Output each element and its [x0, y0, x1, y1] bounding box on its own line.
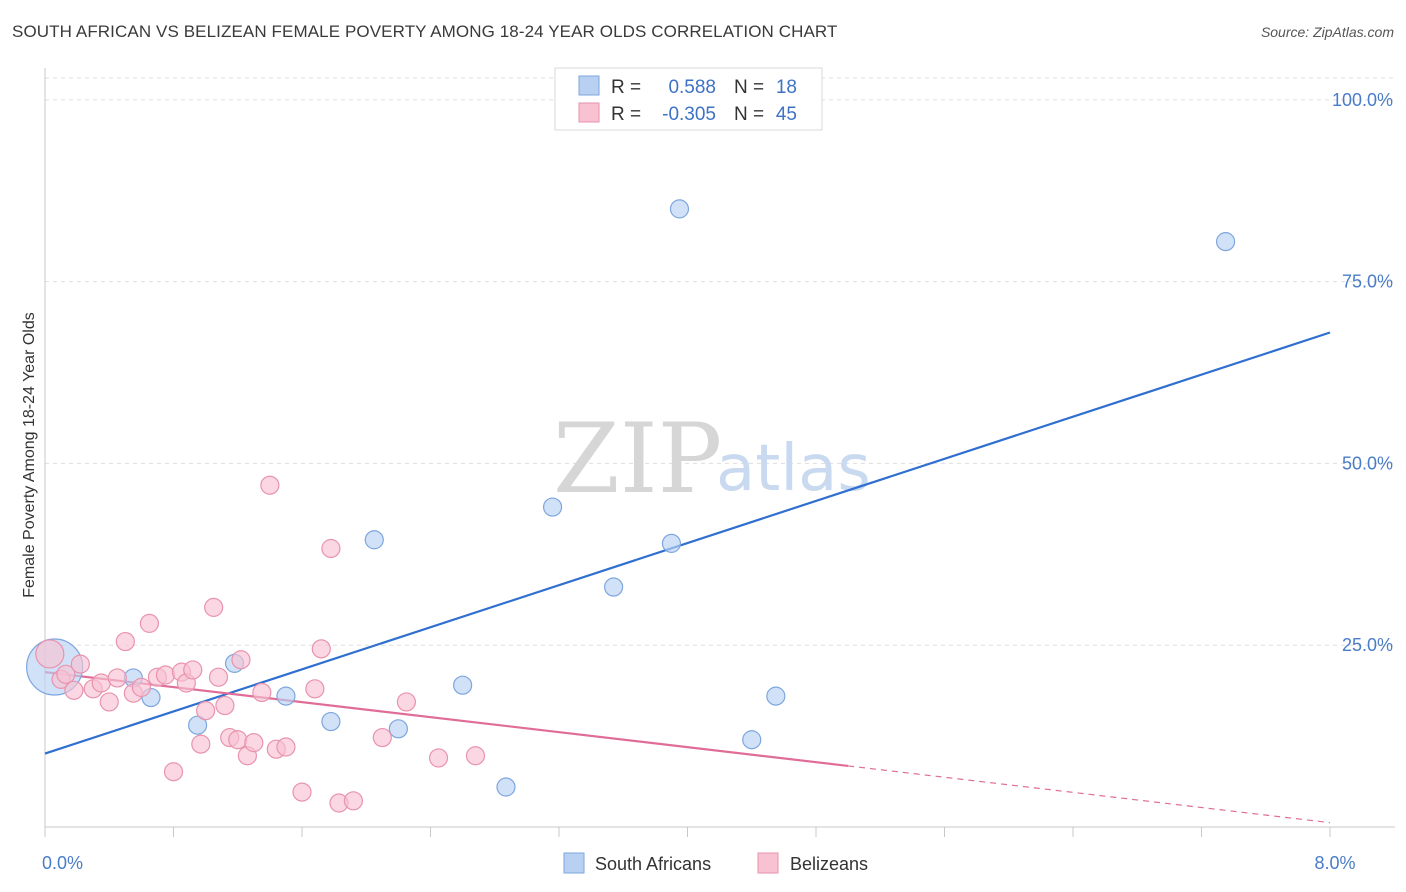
axes	[44, 68, 1395, 837]
point-belizeans-34	[305, 679, 325, 699]
legend-n-value-0: 18	[776, 77, 797, 98]
legend-swatch-south-africans	[578, 75, 600, 96]
point-south-africans-11	[542, 497, 563, 517]
point-south-africans-5	[276, 686, 296, 706]
trend-line-belizeans	[44, 671, 849, 768]
point-belizeans-26	[231, 650, 251, 670]
point-south-africans-13	[661, 533, 682, 553]
x-tick-label-1: 8.0%	[1314, 853, 1355, 873]
point-belizeans-0	[35, 639, 65, 669]
legend-n-value-1: 45	[776, 104, 797, 125]
grid-lines	[45, 77, 1395, 646]
point-belizeans-35	[311, 639, 331, 659]
point-belizeans-33	[292, 782, 312, 802]
point-belizeans-41	[428, 748, 449, 768]
point-belizeans-36	[321, 538, 341, 559]
point-belizeans-23	[215, 695, 235, 716]
point-belizeans-29	[252, 682, 272, 703]
y-tick-label-3: 100.0%	[1332, 90, 1393, 110]
point-south-africans-8	[388, 719, 408, 739]
point-belizeans-42	[465, 746, 486, 766]
point-south-africans-12	[604, 577, 624, 597]
y-tick-label-2: 75.0%	[1342, 272, 1393, 292]
point-belizeans-38	[343, 791, 363, 811]
tick-labels: 25.0% 50.0% 75.0% 100.0% 0.0% 8.0%	[42, 90, 1393, 873]
point-south-africans-6	[321, 711, 341, 732]
point-south-africans-17	[1215, 232, 1236, 252]
point-belizeans-18	[183, 660, 203, 680]
trend-line-south-africans	[44, 331, 1331, 755]
bottom-legend-label-south-africans: South Africans	[595, 854, 711, 874]
point-belizeans-39	[372, 727, 392, 748]
point-belizeans-30	[260, 475, 280, 495]
point-belizeans-14	[155, 665, 176, 685]
point-belizeans-3	[64, 680, 84, 700]
point-south-africans-16	[766, 686, 786, 706]
point-south-africans-10	[496, 777, 516, 797]
legend-r-label-1: R =	[611, 104, 641, 125]
point-belizeans-40	[396, 692, 417, 712]
y-tick-label-0: 25.0%	[1342, 635, 1393, 655]
chart-source: Source: ZipAtlas.com	[1260, 24, 1394, 40]
watermark-zip: ZIP	[553, 403, 722, 515]
legend-r-value-0: 0.588	[668, 77, 716, 98]
bottom-legend-label-belizeans: Belizeans	[790, 854, 868, 874]
point-belizeans-20	[196, 701, 216, 721]
legend-box: R = 0.588 N = 18 R = -0.305 N = 45	[554, 67, 823, 131]
legend-n-label-0: N =	[734, 77, 764, 98]
point-belizeans-12	[139, 613, 160, 633]
watermark: ZIP atlas	[553, 403, 871, 515]
bottom-legend-swatch-south-africans	[563, 852, 585, 874]
point-south-africans-14	[669, 199, 690, 219]
legend-swatch-belizeans	[578, 102, 600, 123]
point-belizeans-25	[228, 730, 248, 750]
point-belizeans-22	[208, 667, 229, 687]
point-south-africans-7	[364, 530, 384, 550]
data-points	[26, 199, 1236, 813]
point-belizeans-2	[56, 664, 76, 684]
legend-n-label-1: N =	[734, 104, 764, 125]
x-tick-label-0: 0.0%	[42, 853, 83, 873]
y-tick-label-1: 50.0%	[1342, 453, 1393, 473]
point-belizeans-15	[163, 762, 184, 782]
point-south-africans-15	[742, 730, 762, 750]
y-axis-title: Female Poverty Among 18-24 Year Olds	[21, 312, 38, 598]
bottom-legend-swatch-belizeans	[757, 852, 779, 874]
point-belizeans-19	[191, 734, 211, 754]
point-belizeans-9	[115, 631, 135, 652]
point-south-africans-9	[453, 675, 473, 695]
watermark-atlas: atlas	[716, 432, 871, 506]
legend-r-value-1: -0.305	[662, 104, 716, 125]
point-belizeans-6	[91, 673, 111, 693]
point-belizeans-7	[99, 692, 119, 712]
chart-title: SOUTH AFRICAN VS BELIZEAN FEMALE POVERTY…	[12, 22, 838, 41]
point-belizeans-11	[131, 677, 151, 697]
point-belizeans-32	[276, 737, 296, 757]
point-belizeans-8	[107, 668, 127, 688]
legend-r-label-0: R =	[611, 77, 641, 98]
point-belizeans-28	[244, 733, 264, 753]
bottom-legend: South Africans Belizeans	[563, 852, 868, 874]
point-belizeans-4	[70, 654, 90, 674]
point-belizeans-21	[204, 597, 224, 617]
trend-extension-belizeans	[848, 765, 1331, 824]
point-south-africans-3	[187, 715, 208, 735]
